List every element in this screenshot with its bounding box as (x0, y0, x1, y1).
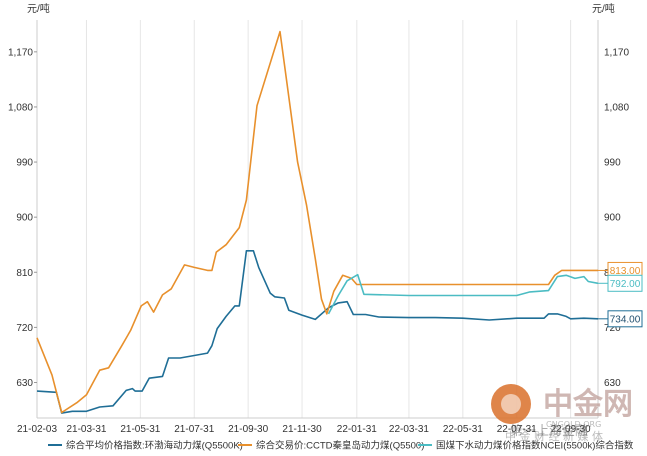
x-tick-labels: 21-02-03 21-03-31 21-05-31 21-07-31 21-09-30… (17, 424, 591, 435)
x-tick-label: 21-05-31 (120, 424, 160, 435)
x-tick-label: 21-03-31 (66, 424, 106, 435)
series-line-2 (36, 30, 598, 414)
watermark-overlay: 第一上海金融 (510, 423, 588, 439)
x-tick-label: 21-09-30 (228, 424, 268, 435)
legend: 综合平均价格指数:环渤海动力煤(Q5500K) 综合交易价:CCTD秦皇岛动力煤(… (48, 440, 634, 452)
legend-label: 国煤下水动力煤价格指数NCEI(5500k)综合指数 (436, 440, 634, 452)
y-tick-label-right: 720 (604, 323, 621, 334)
x-tick-label: 21-02-03 (17, 424, 57, 435)
watermark-sub: CNGOLD.ORG (546, 420, 601, 429)
y-tick-label-right: 1,170 (604, 47, 629, 58)
y-tick-labels: 6306307207208108109009009909901,0801,080… (8, 47, 629, 389)
end-label-3: 792.00 (598, 274, 643, 292)
x-tick-label: 22-05-31 (443, 424, 483, 435)
x-tick-label: 21-11-30 (282, 424, 322, 435)
y-tick-label-left: 810 (16, 268, 33, 279)
legend-item-2[interactable]: 综合交易价:CCTD秦皇岛动力煤(Q5500) (238, 440, 424, 452)
y-tick-label-left: 1,170 (8, 47, 33, 58)
right-axis-unit: 元/吨 (592, 2, 615, 15)
svg-text:792.00: 792.00 (610, 279, 641, 290)
svg-text:734.00: 734.00 (610, 314, 641, 325)
y-tick-label-left: 1,080 (8, 102, 33, 113)
y-tick-label-right: 630 (604, 378, 621, 389)
series-lines (36, 30, 599, 414)
legend-item-1[interactable]: 综合平均价格指数:环渤海动力煤(Q5500K) (48, 440, 243, 452)
end-label-1: 734.00 (598, 310, 643, 328)
series-line-3 (327, 273, 599, 315)
y-tick-label-right: 990 (604, 158, 621, 169)
x-tick-label: 22-03-31 (389, 424, 429, 435)
end-value-labels: 734.00 813.00 792.00 (598, 261, 643, 328)
y-tick-label-right: 900 (604, 213, 621, 224)
series-line-1 (36, 250, 599, 414)
watermark-logo-inner (501, 394, 521, 414)
vertical-gridlines (85, 20, 572, 418)
legend-label: 综合交易价:CCTD秦皇岛动力煤(Q5500) (256, 440, 424, 452)
x-tick-label: 22-07-31 (497, 424, 537, 435)
y-tick-label-left: 990 (16, 158, 33, 169)
x-tick-label: 21-07-31 (174, 424, 214, 435)
y-tick-label-left: 900 (16, 213, 33, 224)
legend-label: 综合平均价格指数:环渤海动力煤(Q5500K) (66, 440, 243, 452)
y-tick-label-left: 720 (16, 323, 33, 334)
watermark-slogan: 中 金 财 经 新 媒 体 (505, 429, 603, 443)
y-tick-label-left: 630 (16, 378, 33, 389)
watermark: 中金网 CNGOLD.ORG 中 金 财 经 新 媒 体 第一上海金融 (491, 384, 633, 443)
x-tick-label: 22-01-31 (337, 424, 377, 435)
y-tick-label-right: 1,080 (604, 102, 629, 113)
left-axis-unit: 元/吨 (27, 2, 50, 15)
x-tick-label: 22-09-30 (551, 424, 591, 435)
legend-item-3[interactable]: 国煤下水动力煤价格指数NCEI(5500k)综合指数 (418, 440, 634, 452)
watermark-brand: 中金网 (543, 387, 633, 422)
svg-text:813.00: 813.00 (610, 266, 641, 277)
